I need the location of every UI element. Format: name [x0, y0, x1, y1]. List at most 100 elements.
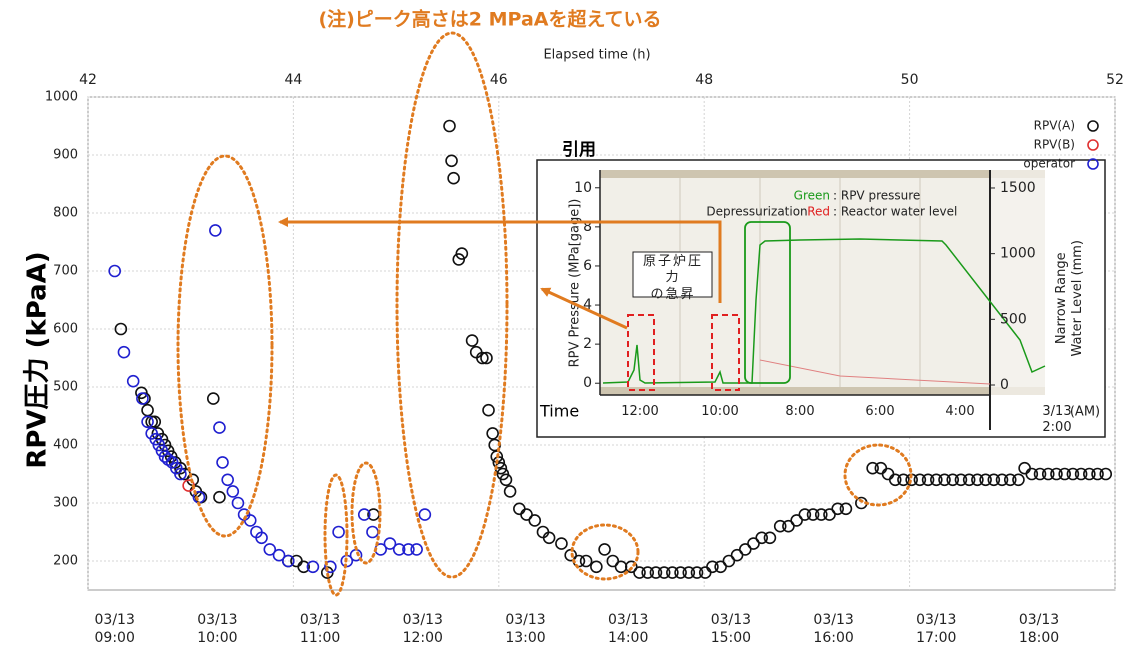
data-point — [747, 537, 760, 550]
data-point — [206, 392, 220, 405]
x2-tick-label: 03/13 12:00 — [402, 612, 443, 646]
ellipse — [843, 443, 913, 507]
annotation: 原子炉圧力 の急昇 — [642, 254, 703, 302]
data-point — [987, 473, 1001, 487]
paper-strip — [600, 170, 1045, 178]
data-point — [1012, 473, 1025, 487]
data-point — [866, 461, 879, 475]
data-point — [1083, 467, 1096, 481]
data-point — [455, 247, 469, 260]
x2-tick-label: 03/13 13:00 — [505, 612, 546, 646]
data-point — [814, 508, 828, 521]
annotation: Depressurization — [706, 205, 807, 219]
data-point — [136, 392, 149, 405]
paper-lines — [679, 178, 921, 387]
inset-y-tick-label: 10 — [574, 180, 592, 196]
y-tick-label: 300 — [53, 496, 78, 511]
data-point — [666, 566, 679, 579]
legend-marker — [1087, 139, 1099, 151]
data-point — [255, 531, 268, 545]
arrow — [540, 287, 628, 330]
inset-y2-axis-title: Narrow Range Water Level (mm) — [1053, 240, 1085, 357]
paper-strip — [600, 387, 1045, 395]
data-point — [306, 560, 320, 574]
data-point — [148, 415, 162, 429]
data-point — [831, 502, 845, 516]
ellipse — [350, 461, 382, 565]
data-point — [954, 473, 968, 487]
data-point — [114, 322, 128, 336]
y-tick-label: 800 — [53, 206, 78, 221]
data-point — [445, 154, 458, 168]
data-point — [108, 264, 122, 278]
x-tick-label: 46 — [490, 72, 508, 88]
x2-tick-label: 03/13 11:00 — [299, 612, 341, 646]
data-point — [297, 560, 310, 574]
data-point — [503, 485, 517, 498]
data-point — [913, 473, 927, 487]
data-point — [881, 467, 895, 481]
legend-label: RPV(A) — [1034, 119, 1075, 133]
data-point — [213, 421, 226, 434]
inset-y-tick-label: 4 — [583, 297, 592, 313]
data-point — [263, 543, 277, 556]
inset-x-tick-label: 4:00 — [945, 404, 975, 419]
data-point — [1074, 467, 1088, 481]
data-point — [513, 502, 526, 516]
x2-tick-label: 03/13 10:00 — [197, 612, 238, 646]
data-point — [624, 560, 638, 574]
x2-tick-label: 03/13 17:00 — [916, 612, 957, 646]
data-point — [555, 537, 568, 550]
data-point — [520, 508, 533, 521]
inset-y2-tick-label: 500 — [1000, 311, 1027, 327]
legend-marker — [1087, 158, 1099, 170]
data-point — [1041, 467, 1055, 481]
data-point — [357, 508, 371, 521]
data-point — [443, 119, 456, 133]
points — [108, 119, 1113, 579]
data-point — [979, 473, 992, 487]
legend-label: Green — [794, 189, 830, 203]
data-point — [897, 473, 910, 487]
x2-tick-label: 03/13 09:00 — [94, 612, 135, 646]
data-point — [1091, 467, 1104, 481]
data-point — [633, 566, 646, 579]
data-point — [946, 473, 960, 487]
data-point — [1066, 467, 1080, 481]
arrows — [278, 217, 722, 330]
data-point — [722, 554, 736, 568]
x-tick-label: 48 — [695, 72, 713, 88]
highlight-box — [627, 314, 655, 391]
chart-paper — [990, 170, 1045, 395]
data-point — [614, 560, 628, 574]
data-point — [465, 334, 479, 347]
inset-x-note: (AM) — [1070, 405, 1100, 420]
data-point — [755, 531, 769, 545]
data-point — [174, 467, 187, 481]
data-point — [1033, 467, 1047, 481]
data-point — [938, 473, 951, 487]
legend-text: : RPV pressure — [833, 189, 920, 203]
y-tick-label: 700 — [53, 264, 78, 279]
inset-y-tick-label: 2 — [583, 336, 592, 352]
annotation-box — [632, 251, 713, 298]
x-tick-label: 42 — [79, 72, 97, 88]
data-point — [410, 543, 423, 556]
data-point — [806, 508, 820, 521]
data-point — [209, 224, 222, 237]
data-point — [243, 514, 257, 527]
data-point — [272, 548, 286, 562]
data-point — [231, 496, 245, 510]
data-point — [480, 351, 493, 365]
ellipse — [176, 154, 274, 538]
inset-y2-tick-label: 1500 — [1000, 180, 1036, 196]
x2-tick-label: 03/13 18:00 — [1018, 612, 1060, 646]
data-point — [486, 427, 499, 440]
x-tick-label: 44 — [284, 72, 302, 88]
data-point — [930, 473, 943, 487]
data-point — [763, 531, 777, 545]
data-point — [117, 345, 131, 359]
data-point — [141, 403, 154, 417]
